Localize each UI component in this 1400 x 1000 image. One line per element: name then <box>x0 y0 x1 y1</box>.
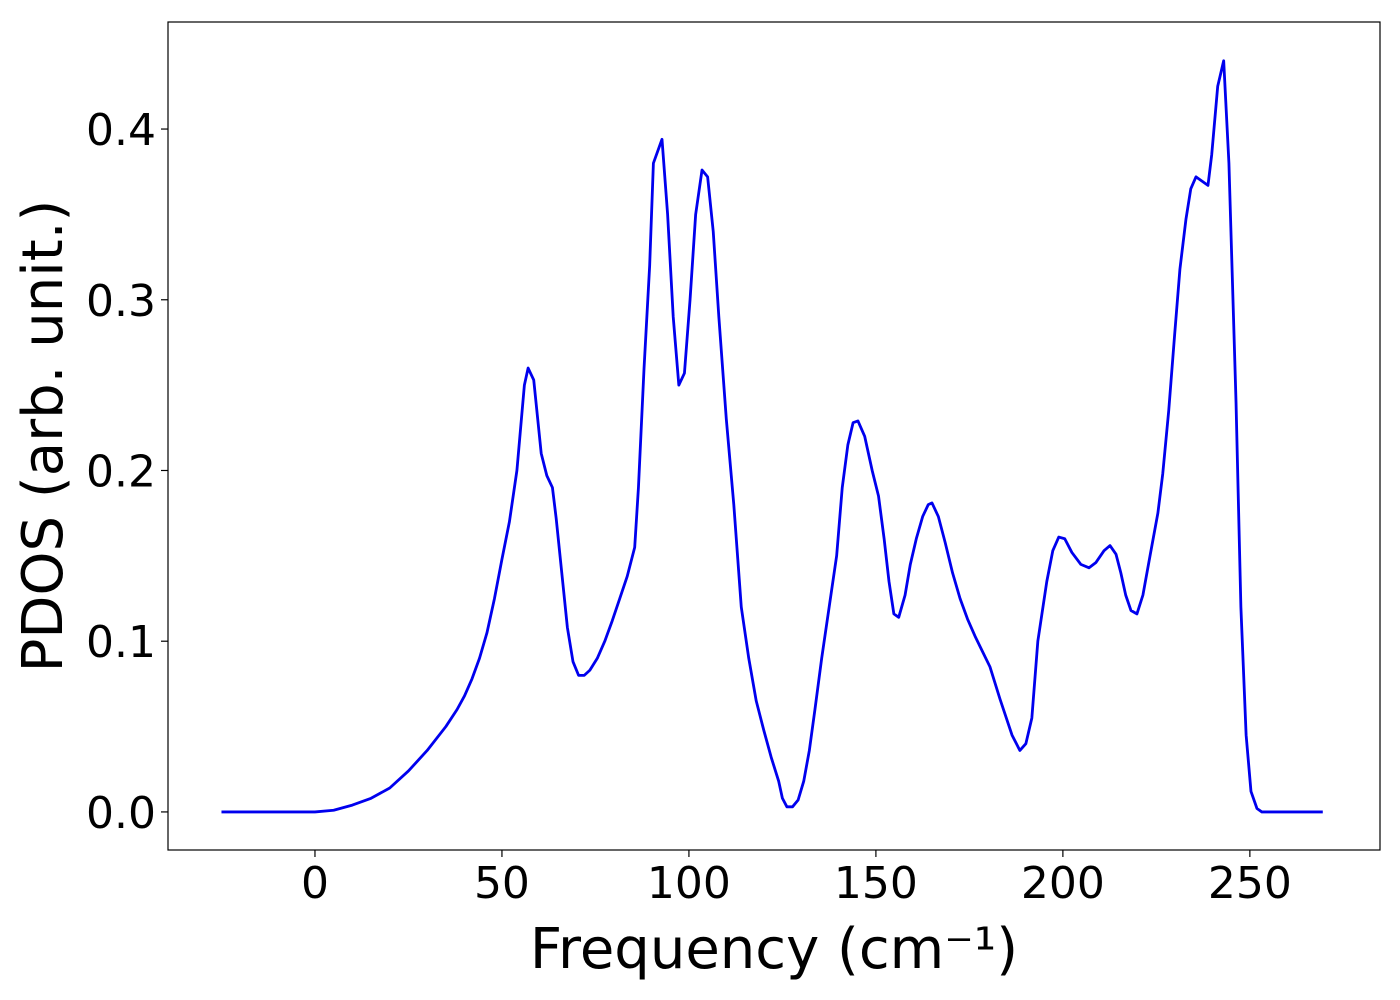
x-tick-label: 150 <box>834 858 918 909</box>
y-tick-label: 0.2 <box>86 446 156 497</box>
y-tick-label: 0.3 <box>86 276 156 327</box>
y-axis-label: PDOS (arb. unit.) <box>11 200 76 673</box>
x-tick-label: 200 <box>1021 858 1105 909</box>
x-tick-label: 100 <box>647 858 731 909</box>
y-tick-label: 0.4 <box>86 105 156 156</box>
x-tick-label: 50 <box>474 858 530 909</box>
y-tick-label: 0.1 <box>86 617 156 668</box>
x-axis-label: Frequency (cm⁻¹) <box>530 917 1018 982</box>
data-line <box>221 59 1323 814</box>
plot-frame <box>167 21 1381 851</box>
x-tick-label: 250 <box>1208 858 1292 909</box>
y-tick-label: 0.0 <box>86 788 156 839</box>
x-tick-label: 0 <box>301 858 329 909</box>
